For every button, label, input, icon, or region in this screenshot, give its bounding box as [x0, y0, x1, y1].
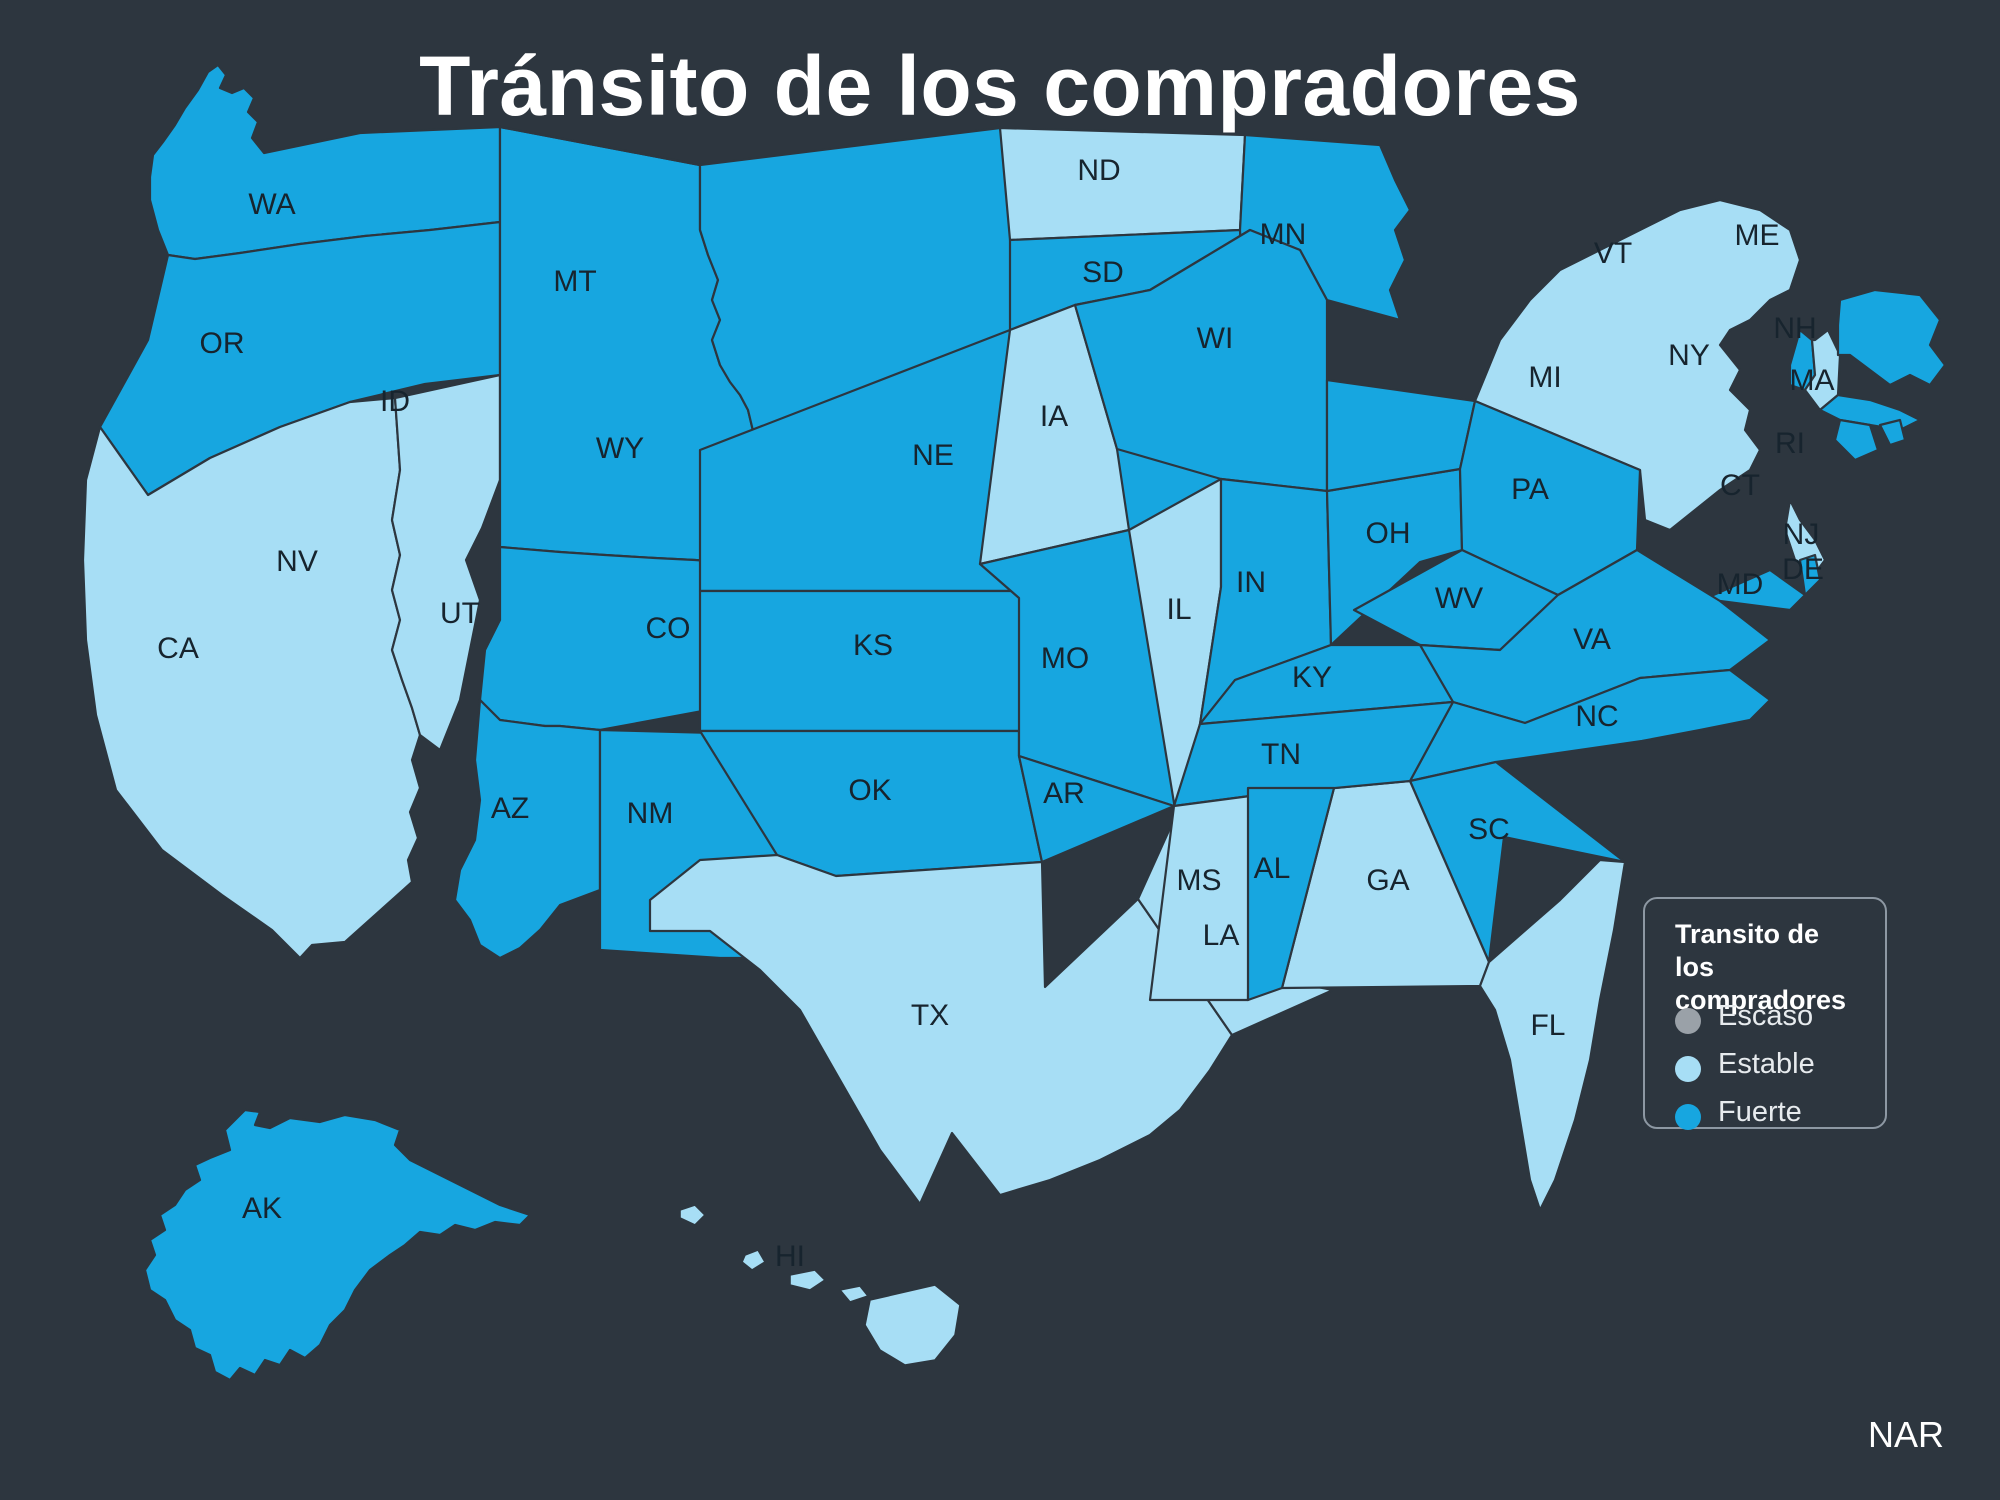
svg-text:WV: WV	[1435, 582, 1483, 615]
svg-text:SD: SD	[1082, 256, 1124, 289]
svg-text:TN: TN	[1261, 738, 1301, 771]
svg-text:CO: CO	[646, 612, 691, 645]
svg-text:MT: MT	[553, 265, 596, 298]
svg-text:TX: TX	[911, 999, 949, 1032]
svg-text:NE: NE	[912, 439, 954, 472]
svg-text:VT: VT	[1594, 237, 1632, 270]
svg-text:KS: KS	[853, 629, 893, 662]
svg-text:UT: UT	[440, 597, 480, 630]
svg-text:AL: AL	[1254, 852, 1291, 885]
svg-text:IN: IN	[1236, 566, 1266, 599]
svg-text:CA: CA	[157, 632, 199, 665]
svg-text:IA: IA	[1040, 400, 1068, 433]
svg-text:WI: WI	[1197, 322, 1234, 355]
svg-text:MD: MD	[1717, 568, 1764, 601]
svg-text:AR: AR	[1043, 777, 1085, 810]
svg-text:GA: GA	[1366, 864, 1409, 897]
svg-text:MO: MO	[1041, 642, 1089, 675]
svg-text:ID: ID	[380, 385, 410, 418]
svg-text:MS: MS	[1177, 864, 1222, 897]
svg-text:IL: IL	[1166, 593, 1191, 626]
svg-text:KY: KY	[1292, 661, 1332, 694]
svg-text:NJ: NJ	[1783, 518, 1820, 551]
svg-text:PA: PA	[1511, 473, 1549, 506]
svg-text:MN: MN	[1260, 218, 1307, 251]
svg-text:LA: LA	[1203, 919, 1240, 952]
svg-text:AK: AK	[242, 1192, 282, 1225]
svg-text:VA: VA	[1573, 623, 1611, 656]
svg-text:NV: NV	[276, 545, 318, 578]
svg-text:NC: NC	[1575, 700, 1618, 733]
svg-text:NH: NH	[1773, 312, 1816, 345]
svg-text:WA: WA	[248, 188, 295, 221]
svg-text:OH: OH	[1366, 517, 1411, 550]
svg-text:FL: FL	[1530, 1009, 1565, 1042]
svg-text:OK: OK	[848, 774, 891, 807]
svg-text:CT: CT	[1720, 469, 1760, 502]
svg-text:MA: MA	[1790, 364, 1835, 397]
svg-text:RI: RI	[1775, 427, 1805, 460]
svg-text:OR: OR	[200, 327, 245, 360]
svg-text:SC: SC	[1468, 813, 1510, 846]
svg-text:AZ: AZ	[491, 792, 529, 825]
svg-text:DE: DE	[1782, 553, 1824, 586]
svg-text:HI: HI	[775, 1240, 805, 1273]
svg-text:NM: NM	[627, 797, 674, 830]
svg-text:WY: WY	[596, 432, 644, 465]
svg-text:ME: ME	[1735, 219, 1780, 252]
svg-text:ND: ND	[1077, 154, 1120, 187]
svg-text:NY: NY	[1668, 339, 1710, 372]
svg-text:MI: MI	[1528, 361, 1561, 394]
